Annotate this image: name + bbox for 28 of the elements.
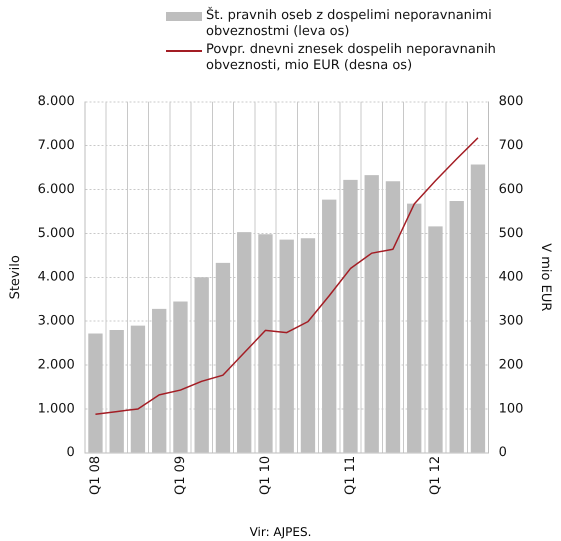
y2-tick-label: 600 xyxy=(498,182,524,197)
legend-label: Št. pravnih oseb z dospelimi neporavnanimi obveznostmi (leva os) xyxy=(206,8,493,40)
y2-tick-label: 800 xyxy=(498,94,524,110)
y-tick-label: 4.000 xyxy=(38,270,75,285)
y2-tick-label: 200 xyxy=(498,357,524,372)
y-tick-label: 8.000 xyxy=(38,94,75,110)
x-tick-label: Q1 12 xyxy=(428,456,443,496)
y-tick-label: 2.000 xyxy=(38,357,75,372)
legend-label: Povpr. dnevni znesek dospelih neporavnanih obveznosti, mio EUR (desna os) xyxy=(206,42,497,74)
y-tick-label: 1.000 xyxy=(38,401,75,416)
y2-tick-label: 500 xyxy=(498,226,524,241)
x-tick-label: Q1 09 xyxy=(172,456,188,496)
y-tick-label: 0 xyxy=(66,445,75,460)
y2-tick-label: 0 xyxy=(498,445,507,460)
y2-tick-label: 700 xyxy=(498,138,524,154)
y2-axis-title: V mio EUR xyxy=(538,243,553,312)
y2-tick-label: 400 xyxy=(498,270,524,285)
y-axis-title: Stevilo xyxy=(8,255,24,300)
y2-tick-label: 300 xyxy=(498,314,524,329)
y-tick-label: 6.000 xyxy=(38,182,75,197)
x-tick-label: Q1 10 xyxy=(258,456,273,496)
y2-tick-label: 100 xyxy=(498,401,524,416)
x-tick-label: Q1 08 xyxy=(88,456,103,496)
y-tick-label: 7.000 xyxy=(38,138,75,154)
x-tick-label: Q1 11 xyxy=(342,456,358,496)
y-tick-label: 5.000 xyxy=(38,226,75,241)
text: Vir: AJPES. xyxy=(248,525,312,539)
y-tick-label: 3.000 xyxy=(38,314,75,329)
